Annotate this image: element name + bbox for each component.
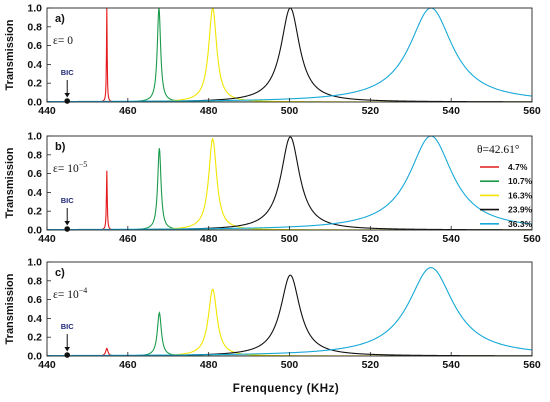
y-tick-label: 0.8: [27, 21, 42, 33]
y-tick-label: 0.2: [27, 206, 42, 218]
legend-entry: 4.7%: [508, 162, 528, 172]
x-tick-label: 560: [523, 359, 541, 371]
y-axis-label: Transmission: [4, 273, 16, 344]
y-tick-label: 0.2: [27, 332, 42, 344]
bic-label: BIC: [61, 322, 75, 331]
x-tick-label: 460: [119, 359, 137, 371]
epsilon-annotation: ε= 10−5: [53, 160, 87, 175]
bic-arrow-head: [64, 221, 71, 226]
x-tick-label: 480: [200, 359, 218, 371]
x-tick-label: 440: [38, 233, 56, 245]
y-tick-label: 0.0: [27, 351, 42, 363]
y-axis-label: Transmission: [4, 147, 16, 218]
x-tick-label: 460: [119, 105, 137, 117]
x-tick-label: 520: [362, 359, 380, 371]
legend: θ=42.61° 4.7% 10.7% 16.3% 23.9% 36.3%: [477, 144, 533, 229]
panel-label: b): [55, 141, 66, 153]
legend-entry: 16.3%: [508, 190, 533, 200]
panel-3: 0.0 0.2 0.4 0.6 0.8 1.0 440 460 480 500 520 540 560 T…: [4, 257, 541, 372]
x-tick-label: 560: [523, 105, 541, 117]
series-line-23.9%: [47, 7, 532, 102]
x-axis-label: Frenquency (KHz): [233, 383, 339, 395]
y-tick-label: 0.4: [27, 187, 42, 199]
y-tick-label: 0.8: [27, 149, 42, 161]
y-tick-label: 1.0: [27, 3, 42, 15]
y-tick-label: 0.6: [27, 168, 42, 180]
y-tick-label: 0.8: [27, 275, 42, 287]
bic-arrow-head: [64, 347, 71, 352]
bic-point: [64, 98, 71, 104]
series-group: [47, 6, 532, 102]
x-tick-label: 540: [442, 359, 460, 371]
series-line-36.3%: [47, 135, 532, 230]
series-line-36.3%: [47, 267, 532, 356]
epsilon-annotation: ε= 0: [53, 35, 73, 47]
plot-frame: [46, 135, 533, 231]
series-line-23.9%: [47, 136, 532, 230]
x-tick-label: 440: [38, 359, 56, 371]
series-line-10.7%: [47, 7, 532, 102]
x-tick-label: 460: [119, 233, 137, 245]
series-line-16.3%: [47, 137, 532, 230]
x-tick-label: 520: [362, 233, 380, 245]
x-tick-label: 440: [38, 105, 56, 117]
panel-1: 0.0 0.2 0.4 0.6 0.8 1.0 440 460 480 500 520 540 560 T…: [4, 3, 541, 118]
bic-point: [64, 352, 71, 358]
y-tick-label: 0.2: [27, 78, 42, 90]
series-group: [47, 267, 532, 356]
panel-label: a): [55, 13, 65, 25]
legend-title: θ=42.61°: [477, 144, 520, 156]
bic-arrow-head: [64, 93, 71, 98]
bic-label: BIC: [61, 68, 75, 77]
y-axis-label: Transmission: [4, 19, 16, 90]
bic-point: [64, 226, 71, 232]
x-tick-label: 500: [281, 233, 299, 245]
y-tick-label: 1.0: [27, 131, 42, 143]
x-tick-label: 500: [281, 105, 299, 117]
x-tick-label: 520: [362, 105, 380, 117]
x-tick-label: 560: [523, 233, 541, 245]
panel-label: c): [55, 267, 65, 279]
series-line-10.7%: [47, 311, 532, 356]
series-line-23.9%: [47, 274, 532, 356]
epsilon-annotation: ε= 10−4: [53, 286, 87, 301]
y-tick-label: 0.6: [27, 40, 42, 52]
series-line-4.7%: [47, 7, 532, 102]
y-tick-label: 0.4: [27, 59, 42, 71]
series-line-16.3%: [47, 6, 532, 102]
series-line-16.3%: [47, 288, 532, 356]
series-line-36.3%: [47, 7, 532, 102]
legend-entry: 36.3%: [508, 219, 533, 229]
x-tick-label: 480: [200, 233, 218, 245]
plot-frame: [46, 7, 533, 103]
y-tick-label: 1.0: [27, 257, 42, 269]
y-tick-label: 0.4: [27, 313, 42, 325]
series-group: [47, 135, 532, 230]
legend-entry: 10.7%: [508, 176, 533, 186]
y-tick-label: 0.6: [27, 294, 42, 306]
legend-entry: 23.9%: [508, 205, 533, 215]
x-tick-label: 480: [200, 105, 218, 117]
panel-2: 0.0 0.2 0.4 0.6 0.8 1.0 440 460 480 500 520 540 560 T…: [4, 131, 541, 246]
series-line-10.7%: [47, 148, 532, 230]
y-tick-label: 0.0: [27, 97, 42, 109]
series-line-4.7%: [47, 170, 532, 230]
x-tick-label: 540: [442, 233, 460, 245]
x-tick-label: 500: [281, 359, 299, 371]
y-tick-label: 0.0: [27, 225, 42, 237]
bic-label: BIC: [61, 196, 75, 205]
x-tick-label: 540: [442, 105, 460, 117]
